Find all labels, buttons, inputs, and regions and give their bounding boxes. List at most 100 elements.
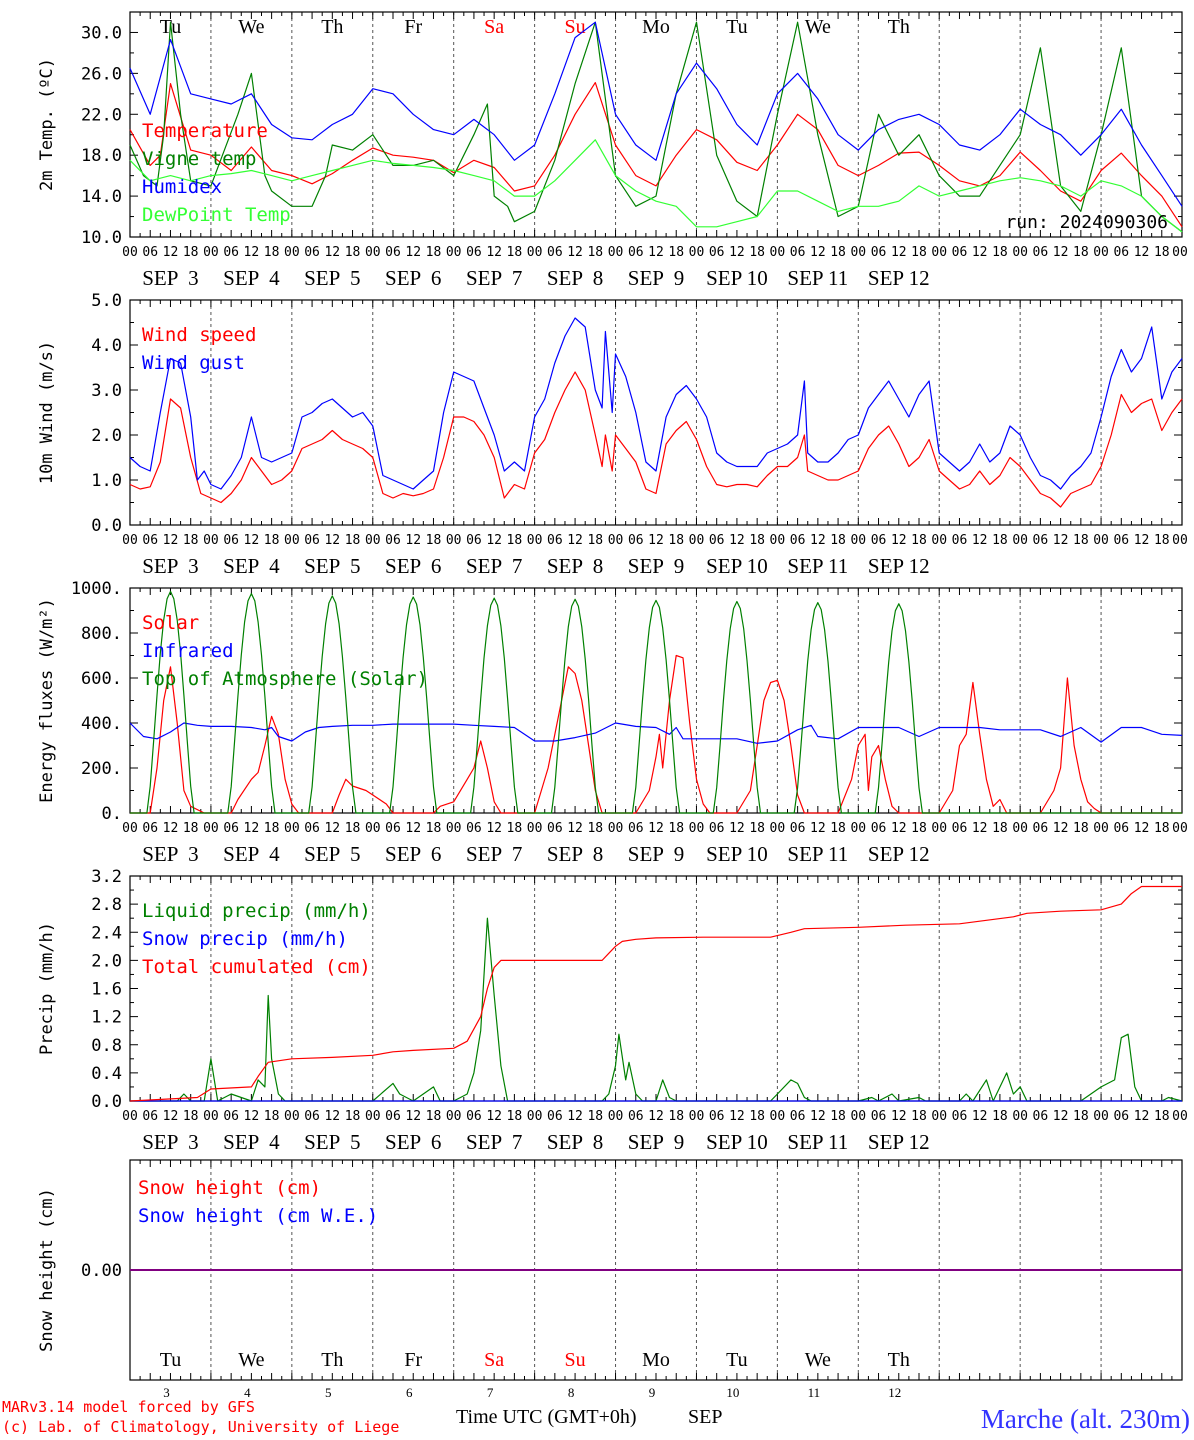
hour-label: 12 — [1053, 1109, 1069, 1124]
y-tick-label: 0.4 — [91, 1064, 122, 1084]
series-line-solar — [130, 654, 1182, 814]
hour-label: 18 — [1154, 821, 1170, 836]
hour-label: 18 — [507, 1109, 523, 1124]
day-number: 9 — [649, 1385, 656, 1400]
date-label: SEP 3 — [142, 1130, 198, 1154]
hour-label: 12 — [1053, 533, 1069, 548]
hour-label: 18 — [426, 1109, 442, 1124]
hour-label: 06 — [952, 1109, 968, 1124]
y-tick-label: 0.0 — [91, 1092, 122, 1112]
hour-label: 00 — [365, 821, 381, 836]
hour-label: 00 — [122, 1109, 138, 1124]
hour-label: 18 — [749, 1109, 765, 1124]
hour-label: 12 — [648, 1109, 664, 1124]
hour-label: 00 — [608, 533, 624, 548]
date-label: SEP 5 — [304, 554, 360, 578]
hour-label: 06 — [628, 1109, 644, 1124]
hour-label: 12 — [486, 821, 502, 836]
hour-label: 06 — [871, 1109, 887, 1124]
day-number: 8 — [568, 1385, 575, 1400]
hour-label: 00 — [608, 245, 624, 260]
date-label: SEP 7 — [466, 554, 522, 578]
date-label: SEP 10 — [706, 266, 768, 290]
hour-label: 00 — [1172, 821, 1188, 836]
hour-label: 12 — [729, 821, 745, 836]
hour-label: 00 — [122, 821, 138, 836]
hour-label: 00 — [122, 533, 138, 548]
y-tick-label: 10.0 — [81, 228, 122, 248]
hour-label: 06 — [304, 533, 320, 548]
hour-label: 06 — [628, 533, 644, 548]
hour-label: 00 — [850, 533, 866, 548]
hour-label: 12 — [891, 533, 907, 548]
hour-label: 06 — [1113, 533, 1129, 548]
hour-label: 18 — [749, 245, 765, 260]
hour-label: 00 — [1012, 1109, 1028, 1124]
hour-label: 00 — [931, 821, 947, 836]
legend-entry: Infrared — [142, 640, 234, 662]
date-label: SEP 5 — [304, 266, 360, 290]
hour-label: 18 — [1073, 1109, 1089, 1124]
hour-label: 06 — [709, 533, 725, 548]
hour-label: 06 — [790, 1109, 806, 1124]
y-tick-label: 30.0 — [81, 23, 122, 43]
weekday-label: Mo — [642, 1349, 670, 1371]
hour-label: 06 — [547, 821, 563, 836]
hour-label: 18 — [507, 245, 523, 260]
hour-label: 00 — [770, 1109, 786, 1124]
y-tick-label: 1.2 — [91, 1008, 122, 1028]
day-number: 5 — [325, 1385, 332, 1400]
hour-label: 12 — [810, 245, 826, 260]
hour-label: 00 — [446, 245, 462, 260]
date-label: SEP 12 — [868, 842, 930, 866]
date-label: SEP 9 — [628, 842, 684, 866]
date-label: SEP 12 — [868, 554, 930, 578]
y-tick-label: 4.0 — [91, 336, 122, 356]
hour-label: 12 — [1053, 821, 1069, 836]
hour-label: 00 — [203, 533, 219, 548]
date-label: SEP 8 — [547, 1130, 603, 1154]
date-label: SEP 8 — [547, 842, 603, 866]
legend-entry: Top of Atmosphere (Solar) — [142, 668, 428, 690]
hour-label: 12 — [405, 1109, 421, 1124]
hour-label: 12 — [972, 1109, 988, 1124]
weekday-label: Th — [321, 1349, 343, 1371]
series-line-wind-gust — [129, 317, 1183, 490]
hour-label: 06 — [628, 821, 644, 836]
hour-label: 06 — [223, 1109, 239, 1124]
date-label: SEP 12 — [868, 266, 930, 290]
hour-label: 00 — [203, 821, 219, 836]
legend-entry: Wind speed — [142, 324, 256, 346]
legend-entry: DewPoint Temp — [142, 204, 291, 226]
plot-frame-2 — [129, 587, 1183, 814]
y-tick-label: 3.0 — [91, 381, 122, 401]
hour-label: 18 — [911, 1109, 927, 1124]
hour-label: 00 — [446, 821, 462, 836]
hour-label: 00 — [446, 1109, 462, 1124]
hour-label: 06 — [628, 245, 644, 260]
weekday-label: Th — [888, 16, 910, 38]
hour-label: 12 — [729, 245, 745, 260]
hour-label: 06 — [223, 821, 239, 836]
legend-entry: Snow precip (mm/h) — [142, 928, 348, 950]
date-label: SEP 5 — [304, 1130, 360, 1154]
y-tick-label: 200. — [81, 759, 122, 779]
date-label: SEP 4 — [223, 266, 280, 290]
hour-label: 06 — [871, 821, 887, 836]
date-label: SEP 7 — [466, 1130, 522, 1154]
weekday-label: Su — [565, 1349, 586, 1371]
date-label: SEP 8 — [547, 266, 603, 290]
date-label: SEP 10 — [706, 1130, 768, 1154]
hour-label: 00 — [1093, 821, 1109, 836]
date-label: SEP 9 — [628, 554, 684, 578]
y-tick-label: 22.0 — [81, 105, 122, 125]
hour-label: 12 — [405, 533, 421, 548]
weekday-label: We — [238, 1349, 264, 1371]
hour-label: 18 — [507, 821, 523, 836]
hour-label: 00 — [365, 1109, 381, 1124]
station-label: Marche (alt. 230m) — [981, 1404, 1190, 1434]
y-axis-label: Energy fluxes (W/m²) — [37, 598, 57, 803]
hour-label: 12 — [810, 1109, 826, 1124]
hour-label: 00 — [1093, 1109, 1109, 1124]
hour-label: 12 — [648, 533, 664, 548]
